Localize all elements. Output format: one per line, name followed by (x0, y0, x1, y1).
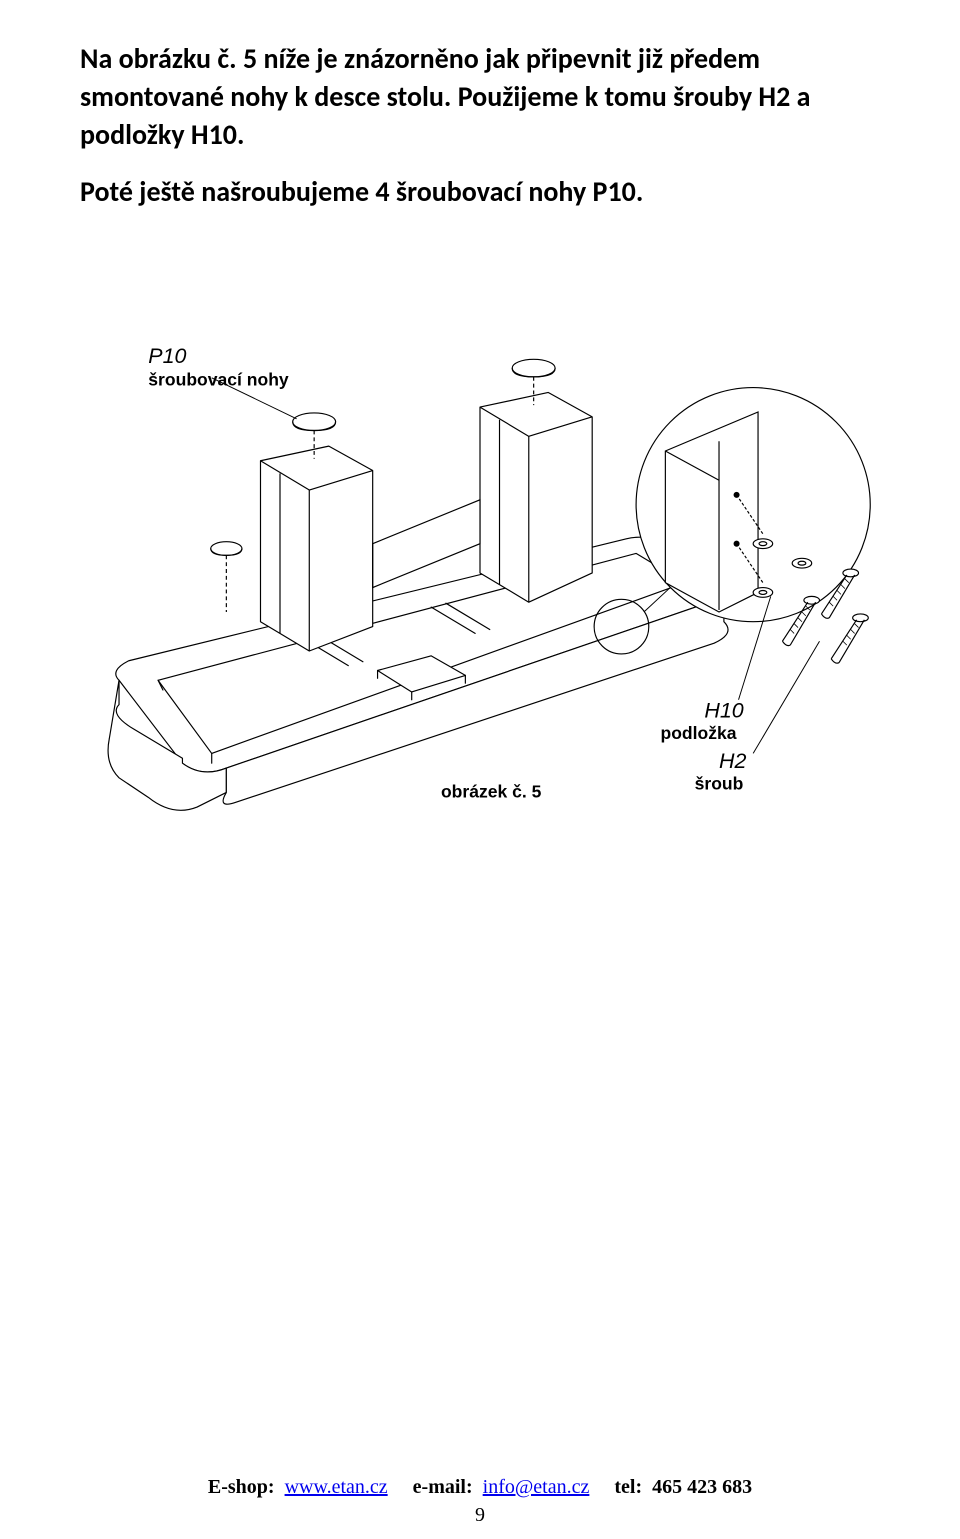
footer-tel-label: tel: (614, 1476, 642, 1498)
footer-email-link[interactable]: info@etan.cz (483, 1476, 590, 1498)
footer-eshop-label: E-shop: (208, 1476, 275, 1498)
footer-tel-value: 465 423 683 (652, 1476, 752, 1498)
instruction-paragraph-1: Na obrázku č. 5 níže je znázorněno jak p… (80, 40, 880, 153)
callout-h2-desc: šroub (695, 774, 744, 794)
callout-p10-desc: šroubovací nohy (148, 370, 289, 390)
figure-caption: obrázek č. 5 (441, 782, 542, 802)
page: Na obrázku č. 5 níže je znázorněno jak p… (0, 0, 960, 1539)
callout-h10-desc: podložka (660, 723, 736, 743)
callout-h2-id: H2 (719, 749, 746, 773)
callout-h10-id: H10 (704, 699, 743, 723)
page-number: 9 (0, 1504, 960, 1527)
footer-eshop-link[interactable]: www.etan.cz (285, 1476, 388, 1498)
assembly-diagram: P10 šroubovací nohy H10 podložka H2 šrou… (80, 251, 880, 875)
callout-p10-id: P10 (148, 344, 186, 368)
instruction-paragraph-2: Poté ještě našroubujeme 4 šroubovací noh… (80, 173, 880, 211)
footer-email-label: e-mail: (413, 1476, 473, 1498)
page-footer: E-shop: www.etan.cz e-mail: info@etan.cz… (0, 1476, 960, 1499)
